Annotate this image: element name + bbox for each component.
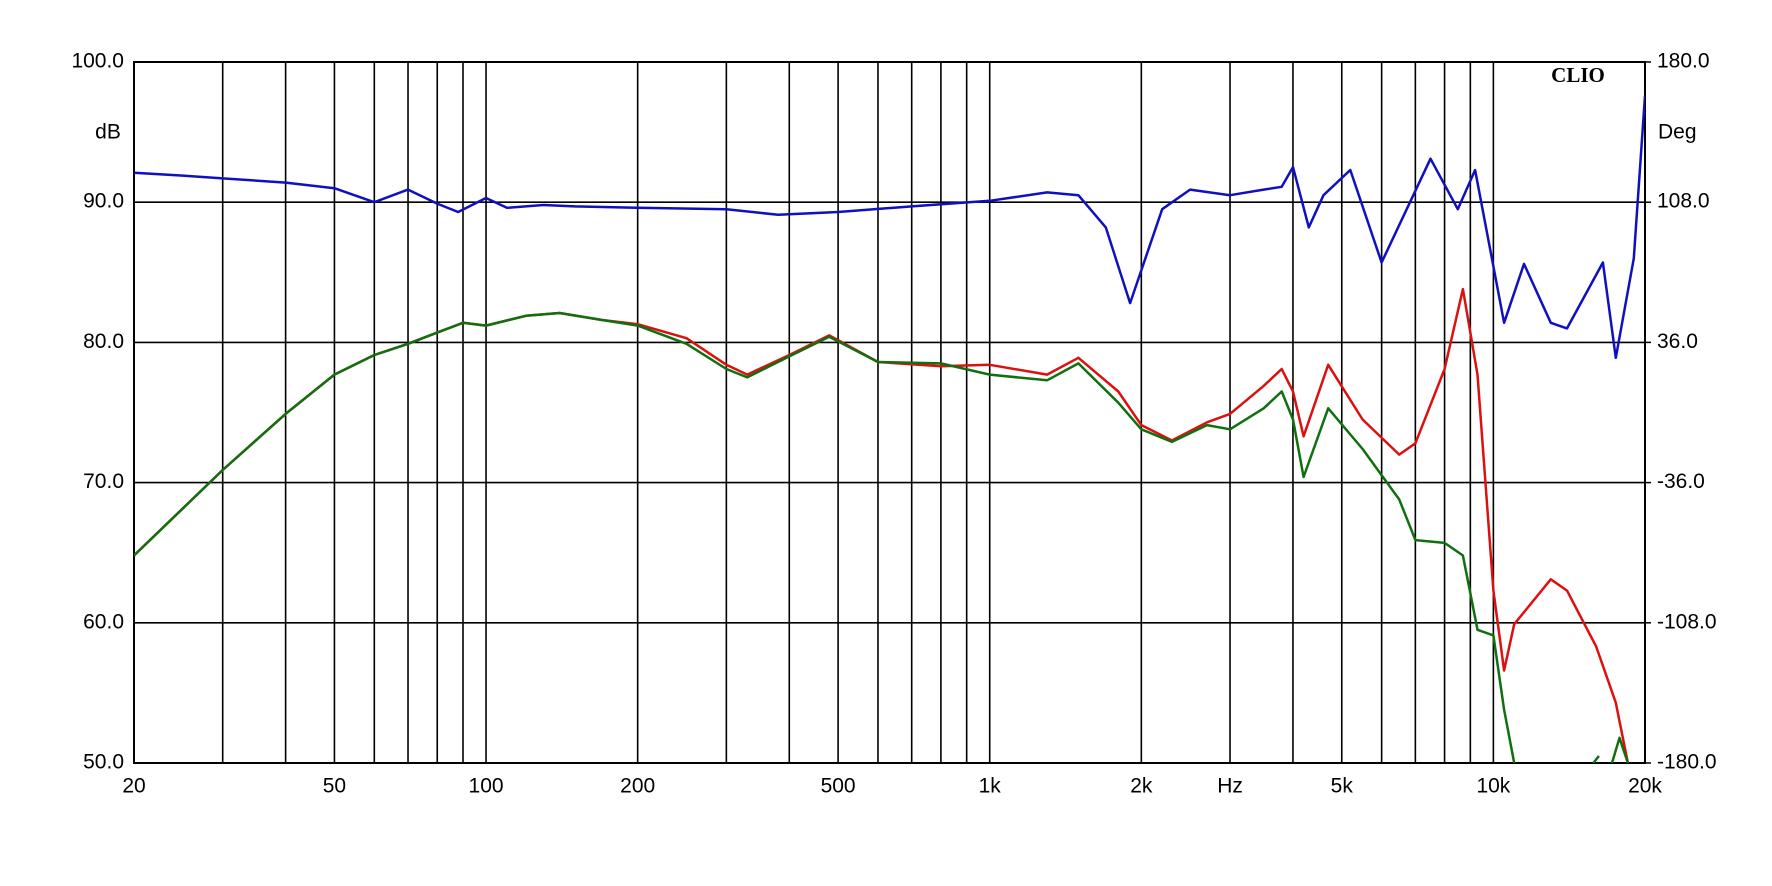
series-line [134,311,1516,763]
annotation: CLIO [1551,63,1605,87]
y2-tick-label: 180.0 [1657,50,1710,73]
series-line [134,287,1630,763]
y-tick-label: 80.0 [83,330,124,353]
plot-frame [133,61,1646,764]
y-axis-label: dB [95,121,121,144]
y-tick-label: 100.0 [71,50,124,73]
plot-area [134,95,1645,763]
x-tick-label: 200 [620,775,655,798]
y2-tick-label: 108.0 [1657,190,1710,213]
x-tick-label: Hz [1217,775,1243,798]
y2-tick-label: -108.0 [1657,610,1717,633]
x-tick-label: 10k [1476,775,1510,798]
x-tick-label: 2k [1130,775,1153,798]
y2-tick-label: -180.0 [1657,751,1717,774]
series-line [1610,736,1630,763]
y2-axis-label: Deg [1658,121,1697,144]
x-tick-label: 20k [1628,775,1662,798]
y-tick-label: 90.0 [83,190,124,213]
x-tick-label: 5k [1331,775,1354,798]
y-tick-label: 50.0 [83,751,124,774]
x-tick-label: 100 [469,775,504,798]
x-tick-label: 20 [122,775,145,798]
x-tick-label: 50 [323,775,346,798]
series-line [1592,755,1600,763]
y-tick-label: 60.0 [83,610,124,633]
series-line [134,95,1645,360]
x-tick-label: 1k [979,775,1002,798]
y2-tick-label: -36.0 [1657,470,1705,493]
x-tick-label: 500 [821,775,856,798]
y-tick-label: 70.0 [83,470,124,493]
y2-tick-label: 36.0 [1657,330,1698,353]
